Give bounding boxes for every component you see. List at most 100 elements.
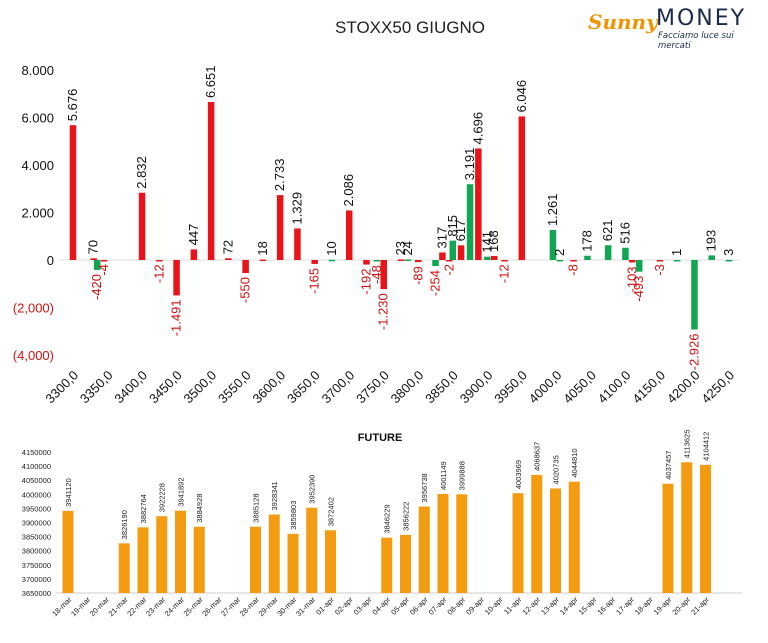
- future-bar: [287, 533, 299, 593]
- strike-bar: [446, 260, 453, 262]
- future-x-tick-label: 23-mar: [144, 595, 168, 619]
- bar-data-label: 178: [579, 230, 594, 252]
- future-bar-data-label: 3846229: [383, 504, 392, 533]
- future-bar-data-label: 3952390: [308, 475, 317, 504]
- strike-bar: [604, 245, 612, 260]
- future-x-tick-label: 26-mar: [200, 595, 224, 619]
- logo-brand-money: MONEY: [656, 6, 747, 31]
- bar-data-label: -2.926: [686, 333, 701, 370]
- bar-data-label: -4: [96, 264, 111, 276]
- bar-data-label: 141: [479, 231, 494, 253]
- strike-bar: [380, 260, 387, 290]
- bar-data-label: 317: [434, 227, 449, 249]
- future-bar: [62, 510, 74, 593]
- future-bar-data-label: 3956738: [420, 473, 429, 502]
- bar-data-label: 1.261: [545, 194, 560, 227]
- future-bar-data-label: 3941120: [64, 478, 73, 507]
- future-y-tick-label: 3750000: [22, 561, 51, 570]
- future-x-tick-label: 14-apr: [558, 595, 580, 617]
- future-bar: [175, 510, 186, 593]
- strike-bar: [466, 184, 474, 260]
- future-x-tick-label: 25-mar: [181, 595, 205, 619]
- future-x-tick-label: 30-mar: [275, 595, 299, 619]
- future-bar: [568, 481, 580, 593]
- future-x-tick-label: 10-apr: [483, 595, 505, 617]
- strike-bar: [415, 260, 422, 263]
- strike-bar: [457, 245, 465, 260]
- strike-bar: [656, 260, 664, 262]
- future-bar-data-label: 3884928: [195, 494, 204, 523]
- strike-bar: [190, 249, 198, 260]
- future-x-tick-label: 08-apr: [445, 595, 467, 617]
- future-x-tick-label: 22-mar: [125, 595, 149, 619]
- strike-bar: [673, 259, 681, 262]
- future-bar: [531, 474, 543, 593]
- strike-bar: [328, 259, 336, 262]
- bar-data-label: -12: [151, 264, 166, 283]
- future-bar-data-label: 3859803: [289, 501, 298, 530]
- future-x-tick-label: 07-apr: [427, 595, 449, 617]
- bar-data-label: -3: [652, 264, 667, 276]
- future-y-tick-label: 4100000: [22, 462, 51, 471]
- bar-data-label: 3: [721, 249, 736, 256]
- future-x-tick-label: 31-mar: [294, 595, 318, 619]
- bar-data-label: -103: [624, 266, 639, 292]
- strike-bar: [549, 230, 557, 260]
- future-bar-data-label: 4037457: [664, 451, 673, 480]
- future-bar: [306, 507, 318, 593]
- strike-bar: [570, 260, 577, 262]
- future-x-tick-label: 15-apr: [577, 595, 599, 617]
- future-bar: [118, 543, 130, 593]
- y-tick-label: 0: [47, 253, 54, 268]
- future-y-tick-label: 4050000: [22, 476, 51, 485]
- bar-data-label: 2.832: [134, 156, 149, 189]
- future-bar-data-label: 4068637: [533, 442, 542, 471]
- future-x-tick-label: 13-apr: [539, 595, 561, 617]
- future-x-tick-label: 09-apr: [464, 595, 486, 617]
- future-x-tick-label: 04-apr: [370, 595, 392, 617]
- strike-bar: [432, 260, 439, 267]
- y-tick-label: 8.000: [21, 63, 54, 78]
- future-x-tick-label: 02-apr: [333, 595, 355, 617]
- strike-bar: [100, 260, 108, 262]
- future-bar: [137, 527, 149, 593]
- future-bar-data-label: 3872402: [327, 497, 336, 526]
- future-bar: [512, 493, 524, 593]
- strike-bar: [294, 228, 301, 260]
- future-x-tick-label: 11-apr: [502, 595, 524, 617]
- bar-data-label: 3.191: [462, 148, 477, 181]
- bar-data-label: 193: [704, 230, 719, 252]
- strike-bar: [311, 260, 318, 264]
- future-bar: [437, 493, 449, 593]
- bar-data-label: -89: [410, 266, 425, 285]
- logo-brand-sunny: Sunny: [588, 10, 658, 34]
- strike-bar: [475, 148, 482, 260]
- strike-bar: [173, 260, 180, 296]
- y-tick-label: 2.000: [21, 206, 54, 221]
- future-bar-data-label: 3882764: [139, 494, 148, 523]
- y-tick-label: (2,000): [13, 301, 54, 316]
- bar-data-label: 2: [552, 249, 567, 256]
- future-bar-data-label: 4104412: [702, 432, 711, 461]
- bar-data-label: 168: [486, 230, 501, 252]
- future-bar: [193, 526, 205, 593]
- strike-bar: [242, 260, 249, 274]
- strike-bar: [404, 259, 412, 261]
- bar-data-label: 2.086: [341, 174, 356, 207]
- future-x-tick-label: 24-mar: [163, 595, 187, 619]
- bar-data-label: -12: [497, 264, 512, 283]
- future-chart-title: FUTURE: [358, 432, 403, 444]
- future-x-tick-label: 06-apr: [408, 595, 430, 617]
- future-bar: [400, 534, 411, 593]
- strike-bar: [622, 247, 629, 260]
- bar-data-label: 24: [400, 241, 415, 255]
- future-x-tick-label: 20-apr: [670, 595, 692, 617]
- future-bar: [325, 530, 336, 593]
- bar-data-label: -493: [631, 276, 646, 302]
- bar-data-label: -8: [566, 264, 581, 276]
- strike-bar: [708, 255, 715, 260]
- future-y-tick-label: 4150000: [22, 448, 51, 457]
- future-bar: [381, 537, 393, 593]
- future-bar-data-label: 3885128: [252, 493, 261, 522]
